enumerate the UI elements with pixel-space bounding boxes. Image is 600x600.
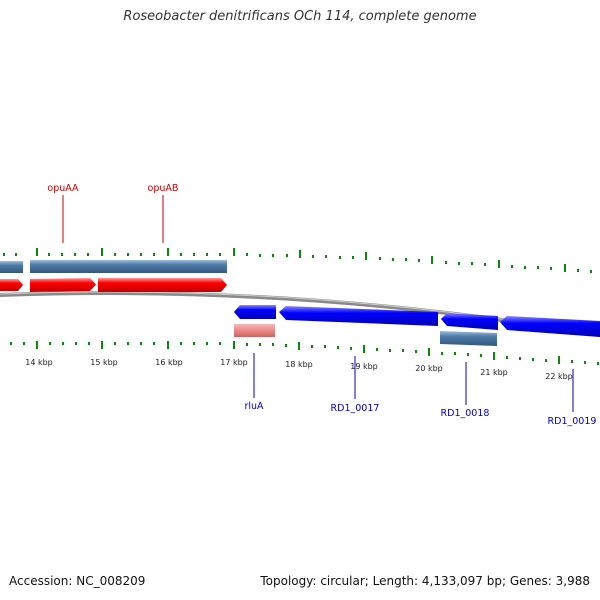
cds-arrow-opuAA[interactable] xyxy=(30,278,96,292)
gene-label-opuAA[interactable]: opuAA xyxy=(47,183,79,194)
genes-count-text: Genes: 3,988 xyxy=(509,574,590,588)
cds-arrow[interactable] xyxy=(0,279,23,291)
scale-labels: 14 kbp 15 kbp 16 kbp 17 kbp 18 kbp 19 kb… xyxy=(25,358,573,381)
upper-tick-row xyxy=(3,248,592,273)
forward-gene-bars xyxy=(0,260,227,273)
genome-summary: Topology: circular; Length: 4,133,097 bp… xyxy=(260,574,590,588)
scale-label: 20 kbp xyxy=(415,364,443,373)
scale-label: 19 kbp xyxy=(350,362,378,371)
gene-label-RD1_0018[interactable]: RD1_0018 xyxy=(441,408,490,419)
gene-label-opuAB[interactable]: opuAB xyxy=(148,183,179,194)
cds-arrow-opuAB[interactable] xyxy=(98,278,227,292)
reverse-gene-labels: rluA RD1_0017 RD1_0018 RD1_0019 xyxy=(244,353,596,427)
scale-label: 17 kbp xyxy=(220,358,248,367)
rna-feature[interactable] xyxy=(234,324,275,337)
lower-tick-row xyxy=(10,341,599,365)
topology-text: Topology: circular xyxy=(260,574,365,588)
gene-bar[interactable] xyxy=(440,331,497,346)
cds-arrow-RD1_0017[interactable] xyxy=(279,306,438,326)
length-text: Length: 4,133,097 bp xyxy=(372,574,502,588)
gene-bar[interactable] xyxy=(30,260,227,273)
accession-text: Accession: NC_008209 xyxy=(9,574,146,588)
scale-label: 15 kbp xyxy=(90,358,118,367)
forward-cds-track xyxy=(0,278,227,292)
gene-label-RD1_0017[interactable]: RD1_0017 xyxy=(331,403,380,414)
scale-label: 21 kbp xyxy=(480,368,508,377)
scale-label: 22 kbp xyxy=(545,372,573,381)
scale-label: 14 kbp xyxy=(25,358,53,367)
gene-label-rluA[interactable]: rluA xyxy=(244,401,264,412)
reverse-cds-track xyxy=(234,305,600,337)
cds-arrow-rluA[interactable] xyxy=(234,305,276,319)
gene-bar[interactable] xyxy=(0,261,23,273)
scale-label: 18 kbp xyxy=(285,360,313,369)
scale-label: 16 kbp xyxy=(155,358,183,367)
forward-gene-labels: opuAA opuAB xyxy=(47,183,178,243)
cds-arrow-RD1_0018[interactable] xyxy=(441,313,498,330)
gene-label-RD1_0019[interactable]: RD1_0019 xyxy=(548,416,597,427)
map-title: Roseobacter denitrificans OCh 114, compl… xyxy=(123,9,477,24)
reverse-feature-track xyxy=(234,324,497,346)
cds-arrow-RD1_0019[interactable] xyxy=(500,316,600,337)
